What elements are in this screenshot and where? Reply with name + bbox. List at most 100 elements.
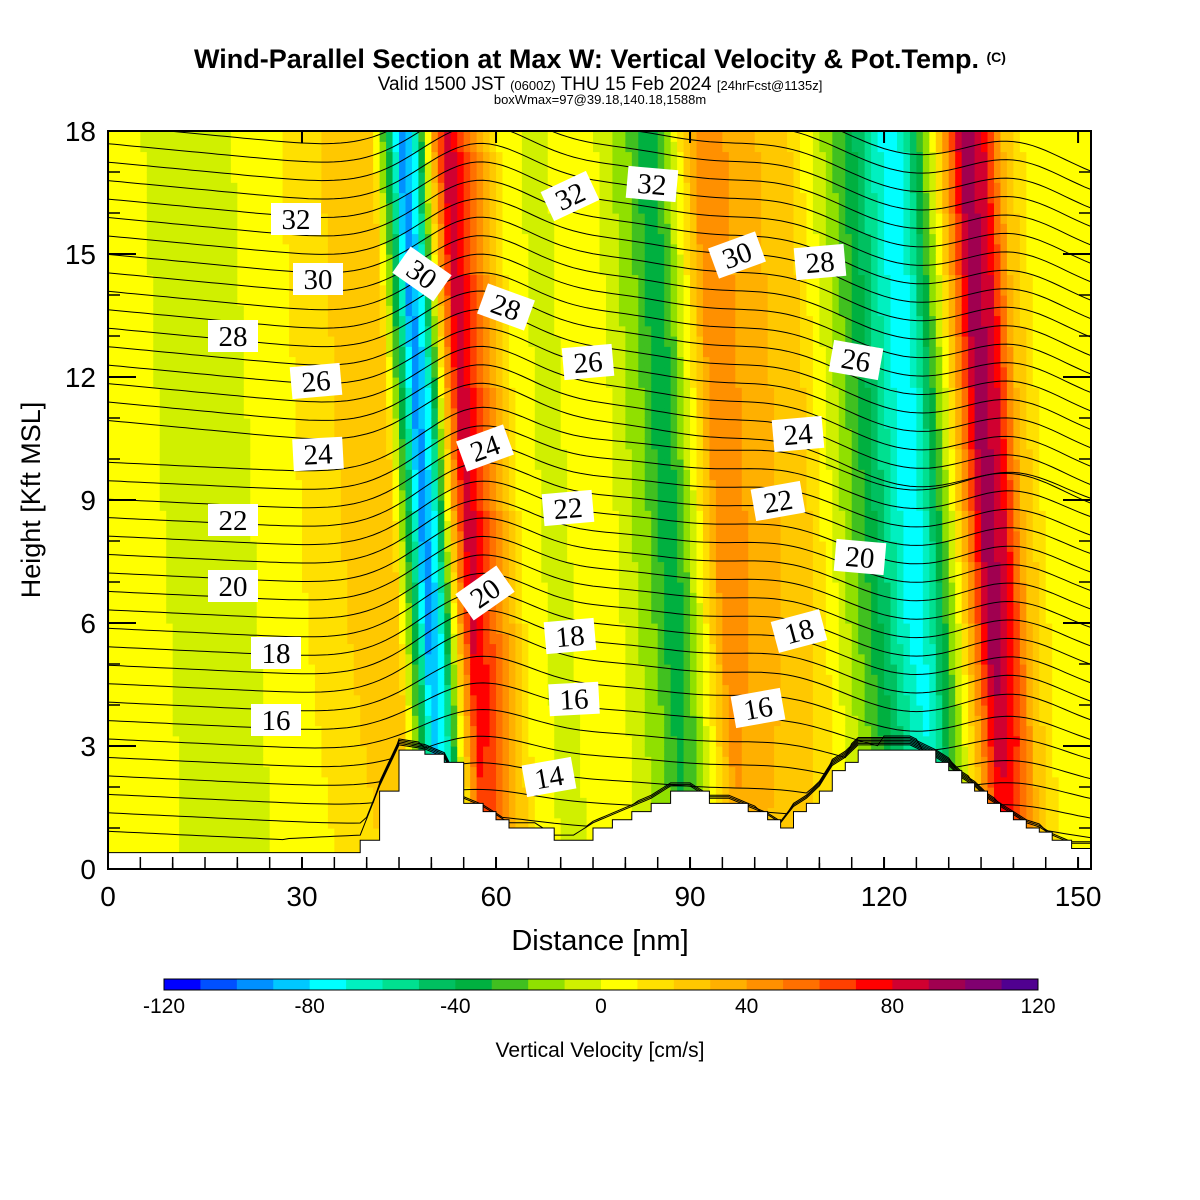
w-cell <box>450 571 458 583</box>
w-cell <box>515 192 523 204</box>
w-cell <box>366 131 374 142</box>
w-cell <box>127 428 135 440</box>
w-cell <box>327 602 335 614</box>
w-cell <box>140 192 148 204</box>
w-cell <box>379 213 387 224</box>
w-cell <box>353 336 361 347</box>
w-cell <box>237 366 245 378</box>
w-cell <box>347 141 355 153</box>
w-cell <box>237 192 245 204</box>
w-cell <box>399 664 407 675</box>
w-cell <box>457 295 465 306</box>
w-cell <box>108 510 116 522</box>
w-cell <box>263 305 271 317</box>
w-cell <box>120 725 128 737</box>
w-cell <box>198 254 206 265</box>
w-cell <box>127 264 135 276</box>
w-cell <box>308 664 316 675</box>
w-cell <box>269 561 277 573</box>
w-cell <box>411 479 420 491</box>
w-cell <box>360 161 368 173</box>
w-cell <box>172 131 180 142</box>
w-cell <box>334 602 342 614</box>
w-cell <box>146 807 154 819</box>
w-cell <box>521 448 529 460</box>
w-cell <box>528 336 536 347</box>
w-cell <box>521 571 529 583</box>
w-cell <box>366 807 374 819</box>
w-cell <box>185 213 193 224</box>
w-cell <box>463 284 471 296</box>
w-cell <box>185 828 193 839</box>
w-cell <box>373 746 381 757</box>
w-cell <box>515 438 523 450</box>
w-cell <box>172 520 180 532</box>
w-cell <box>457 530 465 542</box>
w-cell <box>418 182 426 194</box>
w-cell <box>302 715 310 727</box>
w-cell <box>256 407 264 419</box>
w-cell <box>289 407 297 419</box>
w-cell <box>476 254 484 265</box>
w-cell <box>470 643 478 655</box>
w-cell <box>192 418 200 429</box>
w-cell <box>360 243 368 255</box>
w-cell <box>172 233 180 245</box>
w-cell <box>295 735 303 747</box>
w-cell <box>120 664 128 675</box>
w-cell <box>496 172 504 183</box>
w-cell <box>282 325 290 337</box>
w-cell <box>230 664 238 675</box>
w-cell <box>502 131 510 142</box>
w-cell <box>314 305 323 317</box>
w-cell <box>399 418 407 429</box>
w-cell <box>508 202 517 214</box>
w-cell <box>334 592 342 604</box>
w-cell <box>521 161 529 173</box>
w-cell <box>133 161 141 173</box>
w-cell <box>146 202 154 214</box>
w-cell <box>166 684 174 696</box>
w-cell <box>521 715 529 727</box>
w-cell <box>502 356 510 368</box>
w-cell <box>528 489 536 501</box>
w-cell <box>256 274 264 286</box>
w-cell <box>108 694 116 706</box>
w-cell <box>133 182 141 194</box>
w-cell <box>450 653 458 665</box>
w-cell <box>496 715 504 727</box>
w-cell <box>360 428 368 440</box>
w-cell <box>379 192 387 204</box>
w-cell <box>146 131 154 142</box>
w-cell <box>366 500 374 511</box>
w-cell <box>166 653 174 665</box>
w-cell <box>250 684 258 696</box>
w-cell <box>483 131 491 142</box>
w-cell <box>217 448 226 460</box>
w-cell <box>269 489 277 501</box>
w-cell <box>263 141 271 153</box>
w-cell <box>450 243 458 255</box>
w-cell <box>515 623 523 634</box>
w-cell <box>127 705 135 716</box>
w-cell <box>140 284 148 296</box>
w-cell <box>250 264 258 276</box>
w-cell <box>360 366 368 378</box>
w-cell <box>159 653 167 665</box>
w-cell <box>172 602 180 614</box>
w-cell <box>508 571 517 583</box>
w-cell <box>237 274 245 286</box>
w-cell <box>211 274 219 286</box>
w-cell <box>489 192 497 204</box>
w-cell <box>431 161 439 173</box>
w-cell <box>289 838 297 850</box>
w-cell <box>483 151 491 163</box>
w-cell <box>502 397 510 409</box>
w-cell <box>224 633 232 645</box>
w-cell <box>230 612 238 624</box>
w-cell <box>108 202 116 214</box>
w-cell <box>269 438 277 450</box>
w-cell <box>334 612 342 624</box>
w-cell <box>457 694 465 706</box>
w-cell <box>424 356 432 368</box>
